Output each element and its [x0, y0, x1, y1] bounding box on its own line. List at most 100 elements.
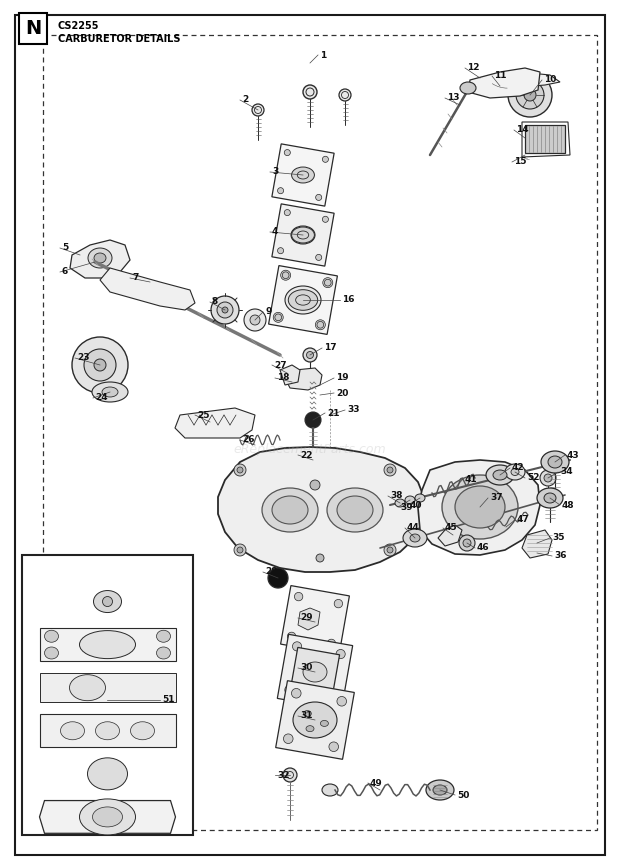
Text: 29: 29: [300, 614, 312, 622]
Text: 14: 14: [516, 126, 529, 135]
Text: 35: 35: [552, 534, 564, 542]
Ellipse shape: [72, 337, 128, 393]
Ellipse shape: [250, 315, 260, 325]
Text: 11: 11: [494, 71, 507, 81]
Ellipse shape: [334, 600, 343, 608]
Polygon shape: [100, 268, 195, 310]
Text: 33: 33: [347, 405, 360, 415]
Text: N: N: [25, 19, 42, 38]
Polygon shape: [40, 800, 175, 833]
Ellipse shape: [92, 382, 128, 402]
Ellipse shape: [275, 314, 281, 320]
Text: 1: 1: [320, 50, 326, 60]
Text: 44: 44: [407, 523, 420, 532]
Ellipse shape: [303, 348, 317, 362]
Polygon shape: [272, 144, 334, 206]
Ellipse shape: [540, 470, 556, 486]
Text: 42: 42: [512, 464, 525, 472]
Polygon shape: [268, 266, 337, 334]
Ellipse shape: [305, 412, 321, 428]
Ellipse shape: [285, 286, 321, 314]
Text: 50: 50: [457, 791, 469, 799]
Ellipse shape: [234, 464, 246, 476]
Polygon shape: [78, 744, 137, 804]
Ellipse shape: [298, 230, 308, 240]
Polygon shape: [276, 681, 354, 760]
Ellipse shape: [262, 488, 318, 532]
Ellipse shape: [92, 807, 123, 827]
Text: 12: 12: [467, 63, 479, 73]
Ellipse shape: [410, 534, 420, 542]
Ellipse shape: [322, 216, 329, 222]
Text: eReplacementParts.com: eReplacementParts.com: [234, 444, 386, 457]
Ellipse shape: [273, 312, 283, 322]
Ellipse shape: [82, 792, 89, 799]
Ellipse shape: [327, 639, 335, 648]
Ellipse shape: [248, 460, 262, 470]
Ellipse shape: [322, 784, 338, 796]
Ellipse shape: [537, 488, 563, 508]
Ellipse shape: [321, 720, 329, 727]
Ellipse shape: [316, 194, 322, 201]
Ellipse shape: [337, 696, 347, 706]
Ellipse shape: [237, 467, 243, 473]
Ellipse shape: [316, 319, 326, 330]
Text: 32: 32: [277, 771, 290, 779]
Ellipse shape: [278, 247, 283, 253]
Ellipse shape: [93, 764, 122, 784]
Ellipse shape: [272, 496, 308, 524]
Ellipse shape: [211, 296, 239, 324]
Polygon shape: [298, 608, 320, 630]
Ellipse shape: [285, 686, 294, 694]
Ellipse shape: [87, 616, 92, 622]
Ellipse shape: [217, 302, 233, 318]
Ellipse shape: [61, 722, 84, 740]
Text: 34: 34: [560, 468, 573, 477]
Ellipse shape: [329, 693, 337, 702]
Ellipse shape: [291, 227, 314, 243]
Ellipse shape: [123, 616, 128, 622]
Ellipse shape: [88, 248, 112, 268]
Text: 10: 10: [544, 76, 556, 84]
Text: 2: 2: [242, 95, 248, 104]
Ellipse shape: [384, 544, 396, 556]
Ellipse shape: [278, 187, 283, 194]
Text: 51: 51: [162, 695, 174, 705]
Ellipse shape: [493, 470, 507, 480]
Ellipse shape: [222, 307, 228, 313]
Polygon shape: [277, 635, 353, 710]
Text: 25: 25: [197, 411, 210, 419]
Polygon shape: [175, 408, 255, 438]
Ellipse shape: [455, 486, 505, 528]
Ellipse shape: [87, 581, 92, 587]
Ellipse shape: [282, 272, 289, 279]
Text: CARBURETOR DETAILS: CARBURETOR DETAILS: [58, 34, 180, 44]
Ellipse shape: [339, 89, 351, 101]
Polygon shape: [82, 577, 132, 627]
Ellipse shape: [252, 104, 264, 116]
Ellipse shape: [459, 535, 475, 551]
Ellipse shape: [433, 785, 447, 795]
Ellipse shape: [156, 647, 171, 659]
Ellipse shape: [337, 496, 373, 524]
Ellipse shape: [426, 780, 454, 800]
Polygon shape: [478, 73, 560, 90]
Ellipse shape: [45, 647, 58, 659]
Text: 45: 45: [445, 523, 458, 532]
Ellipse shape: [284, 209, 290, 215]
Ellipse shape: [544, 474, 552, 482]
Polygon shape: [40, 674, 175, 702]
Text: 38: 38: [390, 491, 402, 501]
Ellipse shape: [463, 539, 471, 547]
Ellipse shape: [316, 254, 322, 260]
Ellipse shape: [94, 253, 106, 263]
Ellipse shape: [310, 480, 320, 490]
Ellipse shape: [69, 674, 105, 700]
Ellipse shape: [405, 496, 415, 504]
Text: 31: 31: [300, 712, 312, 720]
Ellipse shape: [94, 590, 122, 613]
Text: 17: 17: [324, 344, 337, 352]
Polygon shape: [40, 628, 175, 661]
Bar: [43, 35, 597, 830]
Ellipse shape: [283, 768, 297, 782]
